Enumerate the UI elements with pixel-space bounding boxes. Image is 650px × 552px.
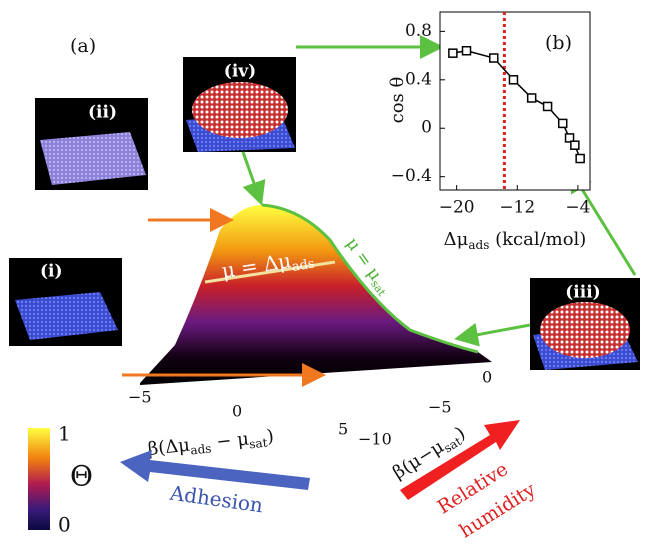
snapshot-label: (iv) — [224, 62, 256, 82]
arrow-label: Adhesion — [168, 480, 265, 517]
data-point — [509, 76, 517, 84]
snapshot: (i) — [9, 258, 122, 346]
x-tick-label: −4 — [565, 198, 590, 218]
body: {"panel_labels":{"a":"(a)","b":"(b)"}, "… — [0, 0, 650, 548]
text: (kcal/mol) — [489, 229, 586, 250]
y-tick-label: −10 — [358, 430, 392, 449]
arrow — [460, 325, 530, 338]
data-point — [449, 49, 457, 57]
y-tick-label: −0.4 — [391, 166, 432, 186]
text: β(Δμ — [147, 435, 191, 460]
data-point — [528, 94, 536, 102]
y-tick-label: 0.4 — [405, 69, 432, 89]
y-tick-label: −5 — [428, 398, 452, 417]
y-tick-label: 0 — [421, 118, 432, 138]
x-axis-label: Δμads (kcal/mol) — [444, 229, 587, 252]
snapshot: (iii) — [530, 278, 640, 370]
data-point — [490, 54, 498, 62]
text: Δμ — [444, 229, 469, 250]
x-tick-label: 0 — [232, 402, 242, 421]
text: ads — [190, 441, 212, 457]
x-tick-label: −20 — [439, 198, 475, 218]
arrow — [243, 152, 260, 200]
text: ads — [468, 238, 489, 252]
surface — [140, 205, 492, 385]
colorbar-label: 0 — [58, 513, 71, 537]
snapshot: (ii) — [35, 98, 148, 190]
arrow — [120, 450, 310, 490]
data-point — [559, 119, 567, 127]
snapshot-label: (i) — [40, 262, 63, 282]
x-tick-label: −12 — [499, 198, 535, 218]
y-tick-label: 0.8 — [405, 21, 432, 41]
panel-label: (a) — [70, 35, 96, 57]
page: body{margin:0;width:650px;height:548px;o… — [0, 0, 650, 548]
text: ) — [266, 426, 275, 448]
colorbar-label: 1 — [58, 422, 71, 446]
colorbar-symbol: Θ — [70, 460, 93, 493]
x-tick-label: −5 — [128, 388, 152, 407]
snapshot-label: (ii) — [88, 103, 117, 123]
text: sat — [249, 435, 269, 451]
axis-label: β(Δμads − μsat) — [147, 426, 275, 462]
panel-label: (b) — [545, 32, 572, 54]
snapshot-label: (iii) — [565, 283, 600, 303]
x-tick-label: 5 — [338, 420, 348, 439]
data-point — [571, 141, 579, 149]
data-point — [463, 47, 471, 55]
data-point — [544, 102, 552, 110]
snapshot: (iv) — [183, 57, 296, 152]
text: − μ — [210, 428, 251, 453]
y-tick-label: 0 — [482, 368, 492, 387]
figure: (a) (i) (ii) (iii) (iv) μ = Δμads μ = μs… — [0, 0, 650, 548]
data-point — [576, 155, 584, 163]
colorbar — [28, 428, 50, 530]
